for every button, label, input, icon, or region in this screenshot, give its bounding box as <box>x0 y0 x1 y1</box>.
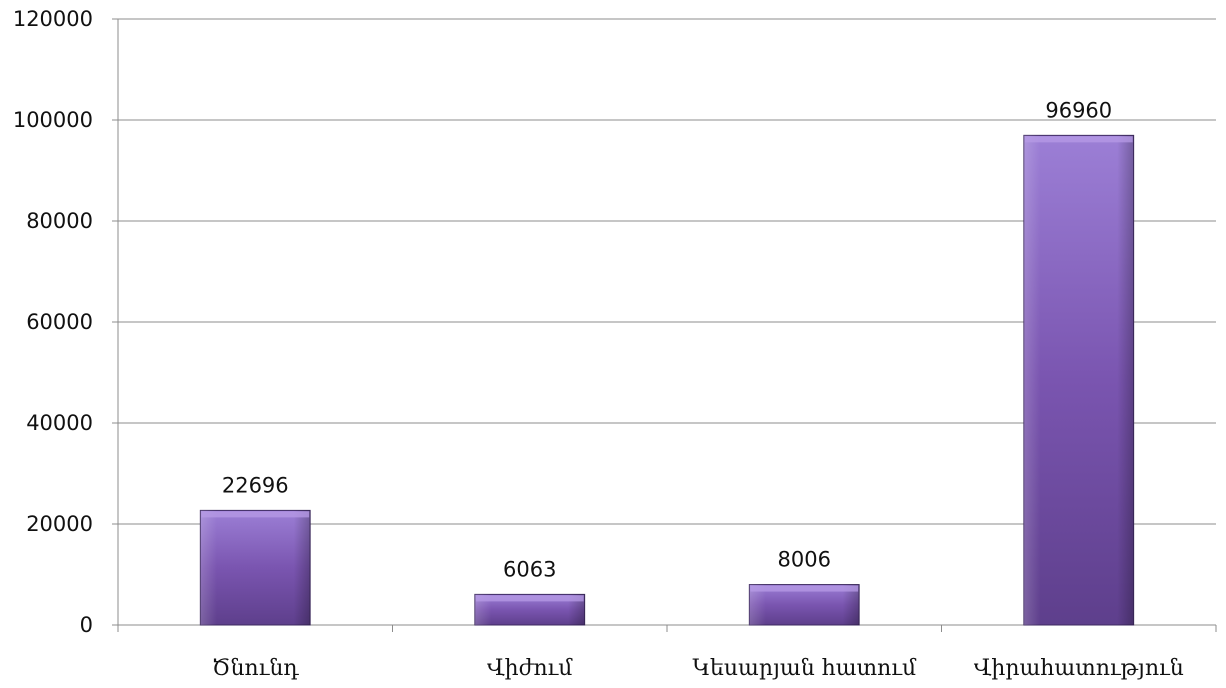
bar-2 <box>474 593 586 626</box>
y-tick-label: 40000 <box>26 411 93 435</box>
data-label: 8006 <box>778 548 831 572</box>
x-tick-label: Կեսարյան հատում <box>692 656 917 681</box>
data-label: 96960 <box>1045 98 1112 122</box>
bar-shade <box>1023 135 1134 626</box>
y-tick-label: 20000 <box>26 512 93 536</box>
y-tick-label: 80000 <box>26 209 93 233</box>
bars <box>199 134 1135 626</box>
bar-top-highlight <box>750 585 859 592</box>
y-tick-label: 120000 <box>13 7 93 31</box>
labels: 0 20000 40000 60000 80000 100000 120000 22696 Ծն… <box>13 7 1184 681</box>
x-tick-label: Վիրահատություն <box>974 656 1184 681</box>
bar-top-highlight <box>475 595 584 602</box>
data-label: 22696 <box>222 473 289 497</box>
y-tick-label: 0 <box>80 613 93 637</box>
bar-top-highlight <box>201 511 310 518</box>
x-tick-label: Վիժում <box>487 656 573 681</box>
x-tick-label: Ծնունդ <box>212 656 299 681</box>
data-label: 6063 <box>503 557 556 581</box>
bar-3 <box>748 584 860 626</box>
y-tick-label: 60000 <box>26 310 93 334</box>
bar-1 <box>199 509 311 626</box>
bar-top-highlight <box>1024 136 1133 143</box>
bar-4 <box>1023 134 1135 626</box>
y-tick-label: 100000 <box>13 108 93 132</box>
bar-shade <box>200 510 311 625</box>
